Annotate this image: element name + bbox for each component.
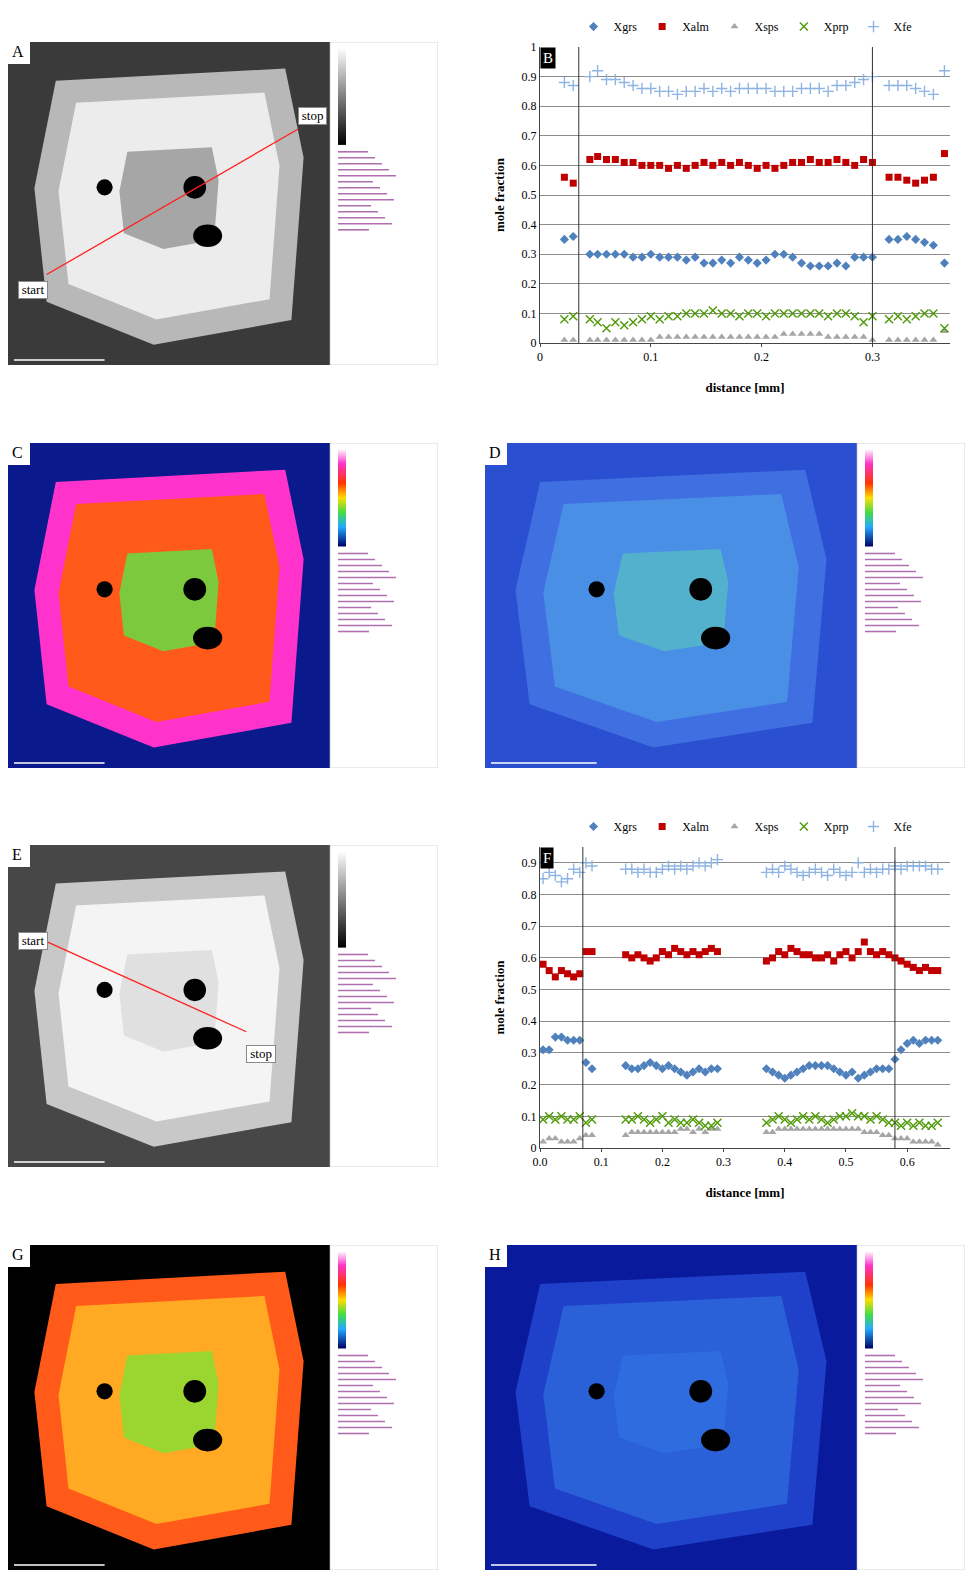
html-text:stop: stop: [250, 1045, 272, 1061]
svg-text:0.8: 0.8: [522, 888, 537, 902]
svg-text:0.9: 0.9: [522, 856, 537, 870]
svg-text:0.0: 0.0: [533, 1155, 548, 1169]
svg-text:0.4: 0.4: [522, 1014, 537, 1028]
svg-text:Xgrs: Xgrs: [614, 820, 638, 834]
svg-text:1: 1: [531, 40, 537, 54]
svg-text:0.2: 0.2: [655, 1155, 670, 1169]
svg-text:Xprp: Xprp: [824, 820, 849, 834]
svg-text:0: 0: [531, 336, 537, 350]
svg-text:0.2: 0.2: [522, 277, 537, 291]
svg-text:0.6: 0.6: [522, 951, 537, 965]
html-text:G: G: [12, 1246, 24, 1263]
svg-text:0.7: 0.7: [522, 129, 537, 143]
svg-text:Xalm: Xalm: [682, 20, 709, 34]
svg-text:0.6: 0.6: [522, 159, 537, 173]
svg-text:0.5: 0.5: [522, 983, 537, 997]
html-text:stop: stop: [301, 107, 324, 123]
html-text:C: C: [12, 444, 23, 461]
html-text:start: start: [21, 932, 44, 948]
html-text:D: D: [489, 444, 501, 461]
svg-text:0.8: 0.8: [522, 99, 537, 113]
svg-text:Xalm: Xalm: [682, 820, 709, 834]
svg-text:0: 0: [531, 1141, 537, 1155]
svg-text:Xfe: Xfe: [893, 20, 911, 34]
svg-text:distance [mm]: distance [mm]: [705, 1185, 784, 1200]
svg-text:distance [mm]: distance [mm]: [705, 380, 784, 395]
svg-text:0.1: 0.1: [594, 1155, 609, 1169]
html-text:A: A: [12, 43, 24, 60]
svg-text:0.3: 0.3: [522, 1046, 537, 1060]
svg-text:0.3: 0.3: [865, 350, 880, 364]
html-text:E: E: [12, 846, 22, 863]
svg-text:0.3: 0.3: [716, 1155, 731, 1169]
svg-text:Xgrs: Xgrs: [614, 20, 638, 34]
svg-text:Xsps: Xsps: [754, 20, 778, 34]
svg-text:0: 0: [537, 350, 543, 364]
svg-text:F: F: [543, 850, 551, 866]
svg-text:B: B: [543, 50, 553, 66]
svg-text:Xprp: Xprp: [824, 20, 849, 34]
svg-text:0.1: 0.1: [522, 307, 537, 321]
svg-text:0.6: 0.6: [900, 1155, 915, 1169]
svg-text:mole fraction: mole fraction: [492, 960, 507, 1035]
svg-text:0.3: 0.3: [522, 247, 537, 261]
svg-text:mole fraction: mole fraction: [492, 157, 507, 232]
svg-text:0.9: 0.9: [522, 70, 537, 84]
html-text:start: start: [21, 282, 44, 297]
svg-text:0.4: 0.4: [522, 218, 537, 232]
html-text:H: H: [489, 1246, 501, 1263]
svg-text:Xfe: Xfe: [893, 820, 911, 834]
svg-text:0.5: 0.5: [838, 1155, 853, 1169]
svg-text:0.2: 0.2: [522, 1078, 537, 1092]
svg-text:0.5: 0.5: [522, 188, 537, 202]
svg-text:0.1: 0.1: [643, 350, 658, 364]
svg-text:0.4: 0.4: [777, 1155, 792, 1169]
svg-text:0.1: 0.1: [522, 1110, 537, 1124]
svg-text:Xsps: Xsps: [754, 820, 778, 834]
svg-text:0.2: 0.2: [754, 350, 769, 364]
svg-text:0.7: 0.7: [522, 919, 537, 933]
